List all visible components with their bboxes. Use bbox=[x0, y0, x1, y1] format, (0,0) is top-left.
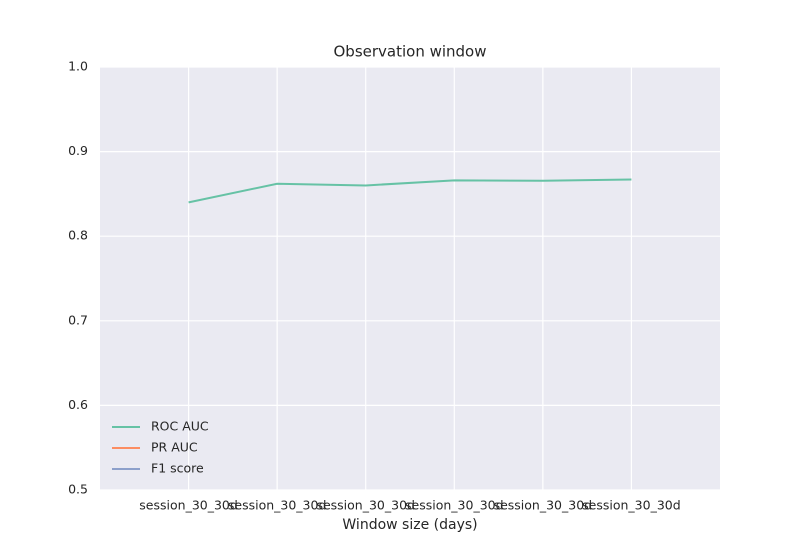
legend-label: ROC AUC bbox=[151, 419, 209, 434]
y-tick-label: 0.6 bbox=[68, 397, 88, 412]
plot-area bbox=[100, 67, 720, 490]
line bbox=[188, 178, 632, 204]
x-axis-label: Window size (days) bbox=[342, 517, 477, 533]
y-tick-label: 0.5 bbox=[68, 482, 88, 497]
x-tick-label: session_30_30d bbox=[316, 498, 415, 513]
x-tick-label: session_30_30d bbox=[405, 498, 504, 513]
y-tick-label: 0.7 bbox=[68, 312, 88, 327]
legend-label: F1 score bbox=[151, 461, 204, 476]
chart-title: Observation window bbox=[333, 43, 486, 61]
y-tick-label: 0.9 bbox=[68, 143, 88, 158]
legend-label: PR AUC bbox=[151, 440, 198, 455]
x-tick-label: session_30_30d bbox=[494, 498, 593, 513]
x-tick-label: session_30_30d bbox=[139, 498, 238, 513]
x-tick-label: session_30_30d bbox=[582, 498, 681, 513]
y-tick-label: 1.0 bbox=[68, 59, 88, 74]
y-tick-label: 0.8 bbox=[68, 228, 88, 243]
x-tick-label: session_30_30d bbox=[228, 498, 327, 513]
